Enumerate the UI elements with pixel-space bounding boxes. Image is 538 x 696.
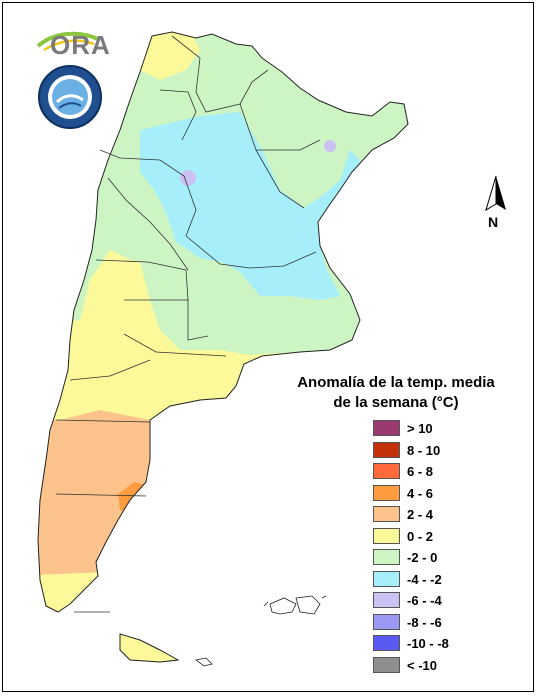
zone-minus6-minus4-west xyxy=(180,170,196,186)
legend-title-line2: de la semana (°C) xyxy=(333,394,459,411)
legend-swatch xyxy=(373,549,400,565)
seal-icon xyxy=(38,65,102,129)
zone-minus6-minus4-east xyxy=(324,140,336,152)
north-arrow-label: N xyxy=(488,214,499,230)
tierra-del-fuego xyxy=(119,633,180,663)
province-borders xyxy=(55,35,321,613)
legend-label: 0 - 2 xyxy=(407,528,434,544)
legend-swatch xyxy=(373,635,400,651)
ora-swoosh-icon xyxy=(36,31,101,52)
legend-label: < -10 xyxy=(407,657,437,673)
legend-title-line1: Anomalía de la temp. media xyxy=(297,374,495,391)
legend-swatch xyxy=(373,506,400,522)
legend-swatch xyxy=(373,592,400,608)
zone-minus4-minus2 xyxy=(140,112,360,300)
zone-0-2-northwest xyxy=(140,32,200,80)
legend-label: 8 - 10 xyxy=(407,442,441,458)
legend-label: -8 - -6 xyxy=(407,614,442,630)
legend-label: -10 - -8 xyxy=(407,636,449,651)
legend-label: 2 - 4 xyxy=(407,507,434,522)
legend-swatch xyxy=(373,463,400,479)
legend-label: -6 - -4 xyxy=(407,593,442,608)
legend-swatch xyxy=(373,613,400,630)
legend-swatch xyxy=(373,484,400,501)
legend-swatch xyxy=(373,441,400,458)
legend-swatch xyxy=(373,527,400,544)
malvinas-islands xyxy=(263,595,327,615)
legend-swatch xyxy=(373,570,400,587)
ora-logo-text: ORA xyxy=(50,30,111,60)
legend-swatch xyxy=(373,656,400,673)
legend-label: 6 - 8 xyxy=(407,464,434,479)
country-outline xyxy=(37,31,409,613)
isla-de-los-estados xyxy=(195,657,213,667)
legend-label: -2 - 0 xyxy=(407,550,438,565)
legend-swatch xyxy=(373,420,400,436)
legend-label: -4 - -2 xyxy=(407,571,442,587)
legend-label: > 10 xyxy=(407,421,433,436)
legend-label: 4 - 6 xyxy=(407,485,434,501)
legend-title: Anomalía de la temp. media de la semana … xyxy=(286,373,506,413)
zone-0-2-west xyxy=(122,258,172,360)
north-arrow-icon xyxy=(485,175,506,212)
